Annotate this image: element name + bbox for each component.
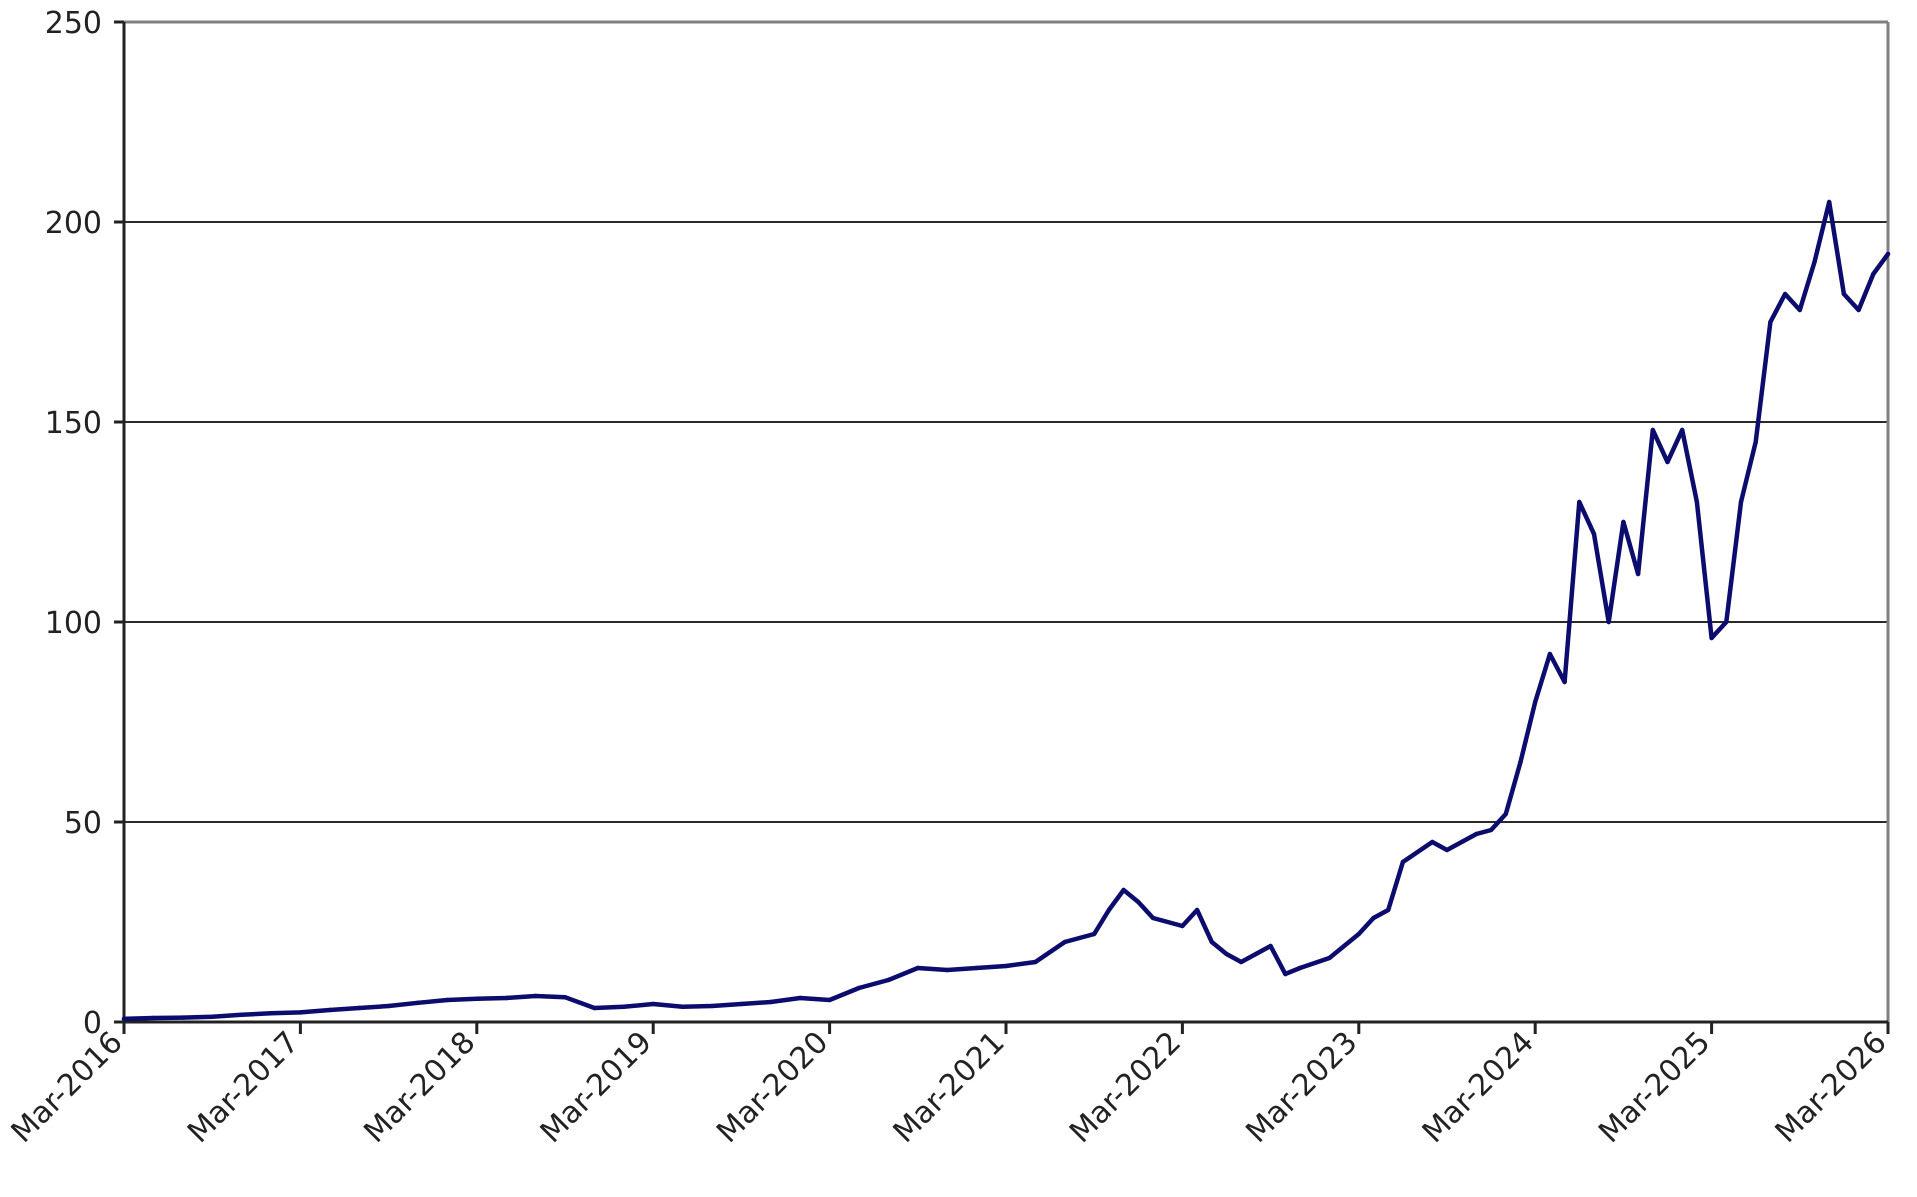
data-point [1356,931,1362,937]
data-point [121,1016,127,1021]
data-point [1136,899,1141,905]
data-point [1797,307,1803,313]
data-point [856,985,862,991]
data-point [562,995,568,1000]
data-point [1812,259,1817,265]
data-point [533,993,538,999]
data-point [1430,839,1435,845]
data-point [1488,827,1494,833]
data-point [1444,847,1450,853]
data-point [1768,319,1773,325]
data-point [827,997,832,1003]
data-point [298,1010,303,1015]
data-point [1738,499,1744,505]
data-point [1782,291,1788,297]
data-point [1106,907,1112,913]
data-point [1150,915,1156,921]
data-point [739,1001,744,1007]
series-layer [121,199,1891,1022]
data-point [1665,459,1670,465]
data-point [1327,955,1332,961]
data-point [768,999,773,1005]
data-point [1841,291,1847,297]
y-tick-label: 100 [45,606,102,641]
data-point [1724,619,1729,625]
data-point [1003,963,1009,969]
data-point [1562,679,1567,685]
data-point [1547,651,1553,657]
data-point [915,965,920,971]
data-point [386,1003,391,1009]
y-tick-label: 0 [83,1006,102,1041]
data-point [1239,959,1244,965]
data-point [1650,427,1656,433]
data-point [709,1003,715,1009]
data-point [1591,531,1597,537]
data-point [1224,951,1229,957]
data-point [1606,619,1611,625]
data-point [239,1012,244,1017]
data-point [1694,499,1700,505]
y-tick-label: 250 [45,6,102,41]
data-point [1871,271,1876,277]
data-point [1577,499,1582,505]
data-point [1209,939,1215,945]
data-point [1533,699,1538,705]
data-point [621,1004,626,1009]
data-point [1180,923,1185,929]
data-point [1371,915,1376,921]
data-point [1121,887,1126,893]
data-point [1400,859,1406,865]
y-tick-label: 150 [45,406,102,441]
data-point [1092,931,1097,937]
data-point [1503,811,1509,817]
data-point [974,965,979,971]
data-point [1827,199,1832,205]
data-point [1474,831,1479,837]
data-point [798,995,803,1001]
data-point [504,995,509,1001]
data-point [474,996,479,1001]
series-line-0 [121,199,1891,1022]
data-point [592,1005,597,1011]
data-point [357,1005,362,1011]
data-point [1680,427,1685,433]
data-point [1635,571,1641,577]
data-point [180,1015,185,1020]
data-point [1621,519,1626,525]
data-point [210,1014,215,1019]
data-point [151,1015,156,1021]
data-point [651,1001,656,1007]
y-tick-label: 50 [64,806,102,841]
data-point [1753,439,1758,445]
axes [114,20,1890,1034]
data-point [1885,251,1891,257]
data-point [1856,307,1861,313]
data-point [886,977,891,983]
data-point [1033,959,1038,965]
data-point [1194,907,1200,913]
data-point [1518,759,1523,765]
data-point [1709,635,1714,641]
gridlines [124,221,1888,823]
data-point [268,1011,274,1016]
data-point [1268,943,1273,949]
y-tick-label: 200 [45,206,102,241]
data-point [445,997,450,1003]
data-point [1297,965,1303,971]
data-point [1062,939,1068,945]
data-point [415,1000,421,1005]
data-point [1283,971,1288,977]
data-point [1386,907,1391,913]
data-point [680,1004,685,1009]
data-point [945,967,950,973]
data-point [327,1007,332,1013]
